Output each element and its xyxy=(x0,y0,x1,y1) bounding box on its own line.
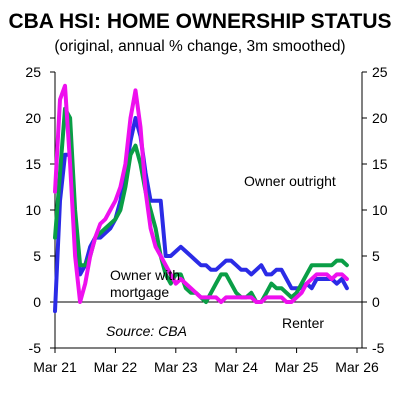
series-lines xyxy=(53,83,349,314)
left-tick-label: 20 xyxy=(25,110,41,126)
right-tick-label: 0 xyxy=(372,294,380,310)
owner-with-mortgage-label-line2: mortgage xyxy=(110,284,169,300)
series-line-owner-with-mortgage xyxy=(53,106,349,304)
left-tick-label: 15 xyxy=(25,156,41,172)
owner-outright-label: Owner outright xyxy=(244,173,336,189)
source-note: Source: CBA xyxy=(106,323,187,339)
left-tick-label: 25 xyxy=(25,64,41,80)
left-tick-label: -5 xyxy=(29,340,42,356)
left-tick-label: 5 xyxy=(33,248,41,264)
x-tick-label: Mar 22 xyxy=(94,359,138,375)
x-tick-label: Mar 23 xyxy=(154,359,198,375)
plot-frame xyxy=(54,72,363,349)
x-tick-label: Mar 24 xyxy=(214,359,258,375)
x-tick-label: Mar 21 xyxy=(33,359,77,375)
right-tick-label: 5 xyxy=(372,248,380,264)
x-axis-ticks: Mar 21 Mar 22 Mar 23 Mar 24 Mar 25 Mar 26 xyxy=(33,348,379,375)
right-tick-label: 25 xyxy=(372,64,388,80)
right-tick-label: -5 xyxy=(372,340,385,356)
right-tick-label: 15 xyxy=(372,156,388,172)
owner-with-mortgage-label-line1: Owner with xyxy=(110,267,180,283)
x-tick-label: Mar 25 xyxy=(275,359,319,375)
right-tick-label: 10 xyxy=(372,202,388,218)
left-tick-label: 0 xyxy=(33,294,41,310)
chart-subtitle: (original, annual % change, 3m smoothed) xyxy=(54,38,346,55)
left-axis-ticks: 25 20 15 10 5 0 -5 xyxy=(25,64,55,356)
renter-label: Renter xyxy=(282,315,324,331)
left-tick-label: 10 xyxy=(25,202,41,218)
chart-title: CBA HSI: HOME OWNERSHIP STATUS xyxy=(8,10,392,33)
right-axis-ticks: 25 20 15 10 5 0 -5 xyxy=(362,64,388,356)
right-tick-label: 20 xyxy=(372,110,388,126)
x-tick-label: Mar 26 xyxy=(335,359,379,375)
series-line-renter xyxy=(53,83,349,304)
